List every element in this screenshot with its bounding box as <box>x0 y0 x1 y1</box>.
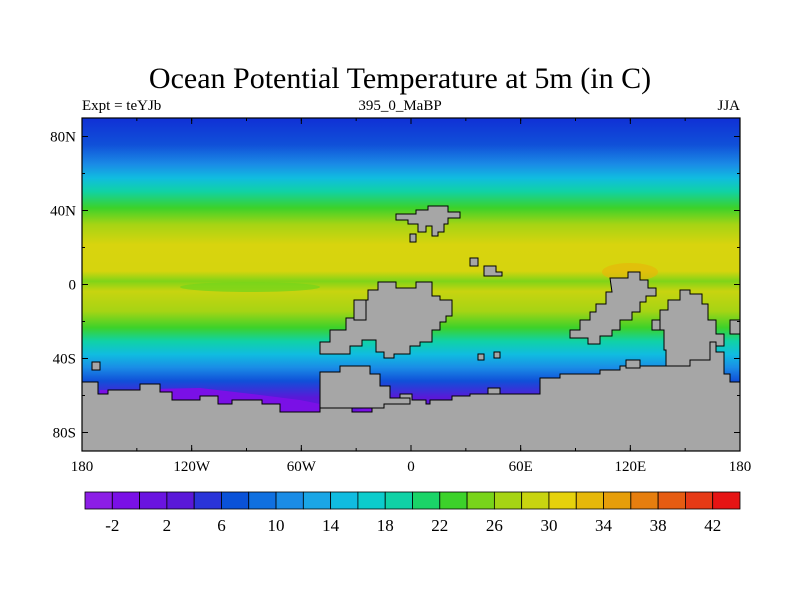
small-island <box>477 353 485 361</box>
experiment-label: Expt = teYJb <box>82 98 162 114</box>
colorbar-swatch <box>685 491 714 510</box>
colorbar-label: 42 <box>704 516 721 535</box>
colorbar-swatch <box>466 491 495 510</box>
northern-continent <box>395 205 461 237</box>
lon-label: 60E <box>509 459 533 475</box>
lat-label: 80N <box>50 130 76 146</box>
colorbar-swatch <box>712 491 741 510</box>
colorbar-swatch <box>439 491 468 510</box>
axis-ticks <box>81 118 741 451</box>
colorbar-swatch <box>275 491 304 510</box>
west-island <box>353 299 367 321</box>
eastern-landmass <box>569 271 657 345</box>
landmasses <box>81 205 741 452</box>
small-island <box>493 351 501 359</box>
colorbar-swatch <box>111 491 140 510</box>
lon-label: 60W <box>287 459 317 475</box>
colorbar-swatch <box>493 491 523 510</box>
colorbar-label: 10 <box>268 516 285 535</box>
latitude-labels: 80N 40N 0 40S 80S <box>50 130 76 442</box>
time-label: 395_0_MaBP <box>358 98 442 114</box>
colorbar-swatch <box>248 491 277 510</box>
colorbar-swatch <box>575 491 604 510</box>
colorbar-labels: -2 2 6 10 14 18 22 26 30 34 38 42 <box>105 516 721 535</box>
equatorial-cold-tongue <box>180 282 320 292</box>
colorbar-swatch <box>384 491 413 510</box>
lat-label: 40N <box>50 204 76 220</box>
colorbar-label: 26 <box>486 516 503 535</box>
far-east-landmass <box>659 289 725 367</box>
colorbar-swatch <box>412 491 441 510</box>
colorbar-swatch <box>139 491 168 510</box>
colorbar-swatch <box>657 491 686 510</box>
longitude-labels: 180 120W 60W 0 60E 120E 180 <box>71 459 752 475</box>
lon-label: 180 <box>729 459 752 475</box>
colorbar-swatch <box>521 491 550 510</box>
colorbar-swatch <box>221 491 250 510</box>
colorbar-label: 30 <box>540 516 557 535</box>
season-label: JJA <box>717 98 740 114</box>
colorbar-label: 22 <box>431 516 448 535</box>
colorbar-label: 6 <box>217 516 226 535</box>
colorbar-label: 38 <box>650 516 667 535</box>
colorbar-label: 18 <box>377 516 394 535</box>
map-title: Ocean Potential Temperature at 5m (in C) <box>148 62 652 95</box>
east-island-c <box>729 319 741 335</box>
lat-label: 40S <box>53 352 76 368</box>
colorbar <box>84 491 741 510</box>
small-island <box>469 257 479 267</box>
colorbar-swatch <box>84 491 113 510</box>
colorbar-swatch <box>603 491 632 510</box>
colorbar-swatch <box>330 491 359 510</box>
lon-label: 0 <box>407 459 415 475</box>
lon-label: 120E <box>614 459 646 475</box>
small-island <box>487 387 501 395</box>
colorbar-swatch <box>193 491 222 510</box>
south-land-lobe <box>319 365 411 409</box>
colorbar-label: 14 <box>322 516 340 535</box>
colorbar-swatch <box>166 491 195 510</box>
small-island <box>483 265 503 277</box>
small-island <box>409 233 417 243</box>
colorbar-swatch <box>548 491 577 510</box>
colorbar-swatch <box>630 491 659 510</box>
east-island-a <box>651 319 661 331</box>
central-continent <box>319 281 453 359</box>
colorbar-swatch <box>357 491 386 510</box>
colorbar-swatch <box>302 491 332 510</box>
colorbar-label: 34 <box>595 516 613 535</box>
colorbar-label: 2 <box>163 516 172 535</box>
small-island <box>91 361 101 371</box>
lon-label: 120W <box>173 459 211 475</box>
colorbar-label: -2 <box>105 516 119 535</box>
lat-label: 0 <box>69 278 77 294</box>
lat-label: 80S <box>53 426 76 442</box>
lon-label: 180 <box>71 459 94 475</box>
east-island-b <box>625 359 641 369</box>
